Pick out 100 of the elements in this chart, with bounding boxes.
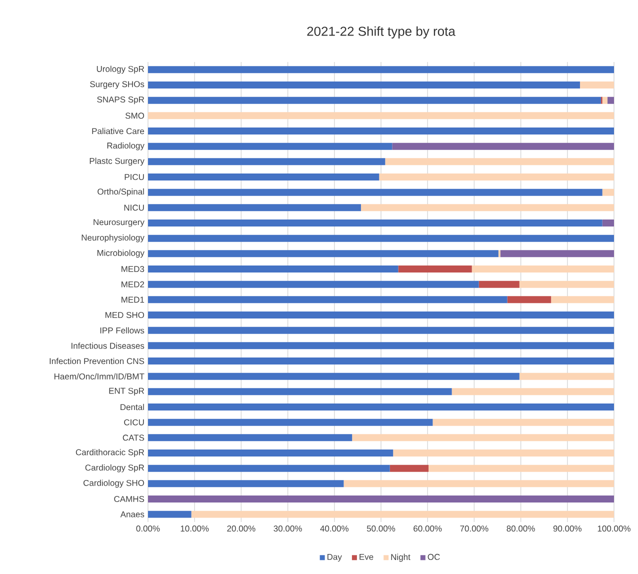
x-tick-label: 60.00% xyxy=(414,526,442,532)
x-tick-label: 0.00% xyxy=(136,526,160,532)
bar xyxy=(607,96,614,104)
bar xyxy=(360,204,614,212)
bar xyxy=(148,418,433,426)
y-tick-label: Radiology xyxy=(107,142,144,150)
bar xyxy=(148,342,614,350)
legend-label: Day xyxy=(328,554,342,562)
y-tick-label: Neurosurgery xyxy=(94,219,144,227)
bar xyxy=(344,480,614,488)
x-tick-label: 50.00% xyxy=(366,526,396,532)
bar xyxy=(148,280,479,288)
bar xyxy=(392,142,614,150)
y-tick-label: Neurophysiology xyxy=(82,234,144,242)
y-tick-label: MED3 xyxy=(122,266,144,272)
y-tick-label: Urology SpR xyxy=(96,66,144,74)
bar xyxy=(148,496,614,503)
bar xyxy=(500,250,614,258)
y-tick-label: PICU xyxy=(124,174,144,180)
bar xyxy=(519,372,614,380)
y-tick-label: Anaes xyxy=(120,511,144,518)
bar xyxy=(602,188,614,196)
bar xyxy=(428,464,614,472)
x-tick-label: 10.00% xyxy=(180,526,209,532)
bar xyxy=(148,326,614,334)
bar xyxy=(478,280,520,288)
bar xyxy=(148,296,508,304)
bar xyxy=(148,82,580,89)
y-tick-label: Surgery SHOs xyxy=(90,81,144,89)
bar xyxy=(602,96,608,104)
y-tick-label: Cardithoracic SpR xyxy=(76,449,144,457)
x-tick-label: 80.00% xyxy=(506,526,535,532)
legend-label: Night xyxy=(391,554,410,562)
bar xyxy=(472,266,614,273)
bar xyxy=(148,464,390,472)
y-tick-label: Infectious Diseases xyxy=(72,342,144,349)
x-tick-label: 90.00% xyxy=(553,526,582,532)
y-tick-label: Plastc Surgery xyxy=(90,158,144,166)
bar xyxy=(148,358,614,365)
y-tick-label: CAMHS xyxy=(114,496,144,502)
y-tick-label: Infection Prevention CNS xyxy=(50,358,144,364)
bar xyxy=(148,434,352,442)
bar xyxy=(393,450,614,457)
bar xyxy=(148,250,498,258)
bar xyxy=(390,464,429,472)
y-tick-label: SMO xyxy=(125,112,144,119)
legend-label: OC xyxy=(428,554,440,560)
y-tick-label: Haem/Onc/Imm/ID/BMT xyxy=(54,373,144,380)
y-tick-label: MED2 xyxy=(122,281,144,288)
y-tick-label: Ortho/Spinal xyxy=(98,188,144,196)
bar xyxy=(148,510,192,518)
bar xyxy=(148,188,602,196)
bar xyxy=(148,204,361,212)
chart-title: 2021-22 Shift type by rota xyxy=(307,26,456,38)
bar xyxy=(191,510,614,518)
bar xyxy=(148,174,380,181)
bar xyxy=(148,266,398,273)
bar xyxy=(148,480,344,488)
bar xyxy=(385,158,614,166)
bar xyxy=(148,158,386,166)
y-tick-label: MED1 xyxy=(122,296,144,303)
y-tick-label: Paliative Care xyxy=(92,128,144,134)
bar xyxy=(580,82,614,89)
y-tick-label: SNAPS SpR xyxy=(97,96,144,104)
x-tick-label: 100.00% xyxy=(598,526,630,532)
x-tick-label: 70.00% xyxy=(460,526,488,532)
y-tick-label: IPP Fellows xyxy=(100,327,144,334)
bar xyxy=(452,388,614,396)
bar xyxy=(148,388,452,396)
y-tick-label: Dental xyxy=(120,404,144,410)
bar xyxy=(148,112,614,120)
x-tick-label: 40.00% xyxy=(320,526,349,532)
bar xyxy=(551,296,614,304)
bar xyxy=(148,66,614,74)
x-tick-label: 20.00% xyxy=(227,526,256,532)
bar xyxy=(148,234,614,242)
bar xyxy=(379,174,614,181)
bar xyxy=(519,280,614,288)
y-tick-label: CICU xyxy=(124,419,144,426)
x-tick-label: 30.00% xyxy=(274,526,302,532)
bar xyxy=(148,142,392,150)
bar xyxy=(398,266,472,273)
bar xyxy=(148,96,601,104)
bar xyxy=(507,296,552,304)
legend-label: Eve xyxy=(360,554,374,560)
y-tick-label: MED SHO xyxy=(105,312,144,318)
bar xyxy=(148,220,602,227)
bar xyxy=(148,372,520,380)
bar xyxy=(602,220,614,227)
bar xyxy=(352,434,614,442)
bar xyxy=(148,312,614,319)
y-tick-label: CATS xyxy=(122,434,144,441)
y-tick-label: Microbiology xyxy=(97,250,144,258)
bar xyxy=(432,418,614,426)
bar xyxy=(148,128,614,135)
bar xyxy=(148,404,614,411)
y-tick-label: Cardiology SpR xyxy=(85,464,144,472)
y-tick-label: ENT SpR xyxy=(109,388,144,396)
y-tick-label: Cardiology SHO xyxy=(83,480,144,488)
bar xyxy=(148,450,394,457)
